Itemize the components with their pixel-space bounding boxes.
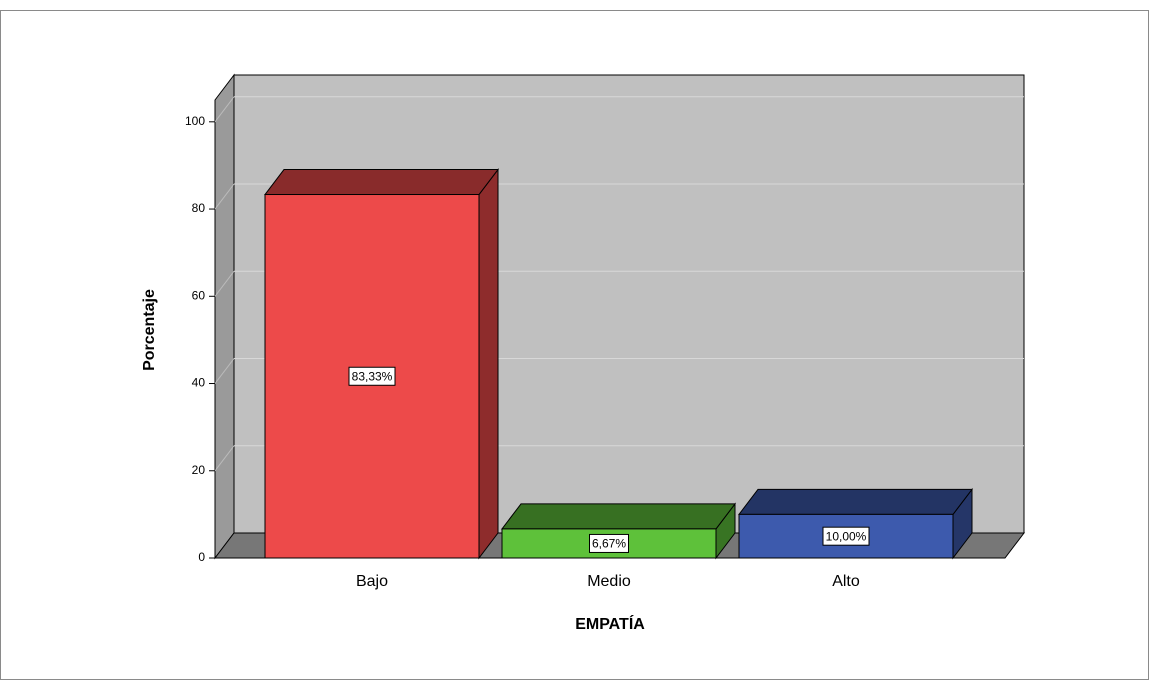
y-tick-label: 20 — [192, 463, 206, 477]
y-tick-label: 80 — [192, 201, 206, 215]
value-label-box — [822, 526, 870, 546]
value-label-box — [589, 533, 629, 553]
side-wall — [214, 73, 235, 560]
value-label: 10,00% — [826, 529, 867, 543]
grid-line — [214, 445, 235, 472]
y-tick-label: 40 — [192, 376, 206, 390]
y-tick-label: 0 — [198, 550, 205, 564]
value-label: 6,67% — [592, 537, 626, 551]
x-axis-title: EMPATÍA — [575, 614, 645, 633]
grid-line — [214, 96, 235, 123]
bar-top — [263, 169, 500, 196]
bars: 83,33% 6,67% 10,00% — [263, 168, 974, 560]
value-label: 83,33% — [352, 369, 393, 383]
value-label-box — [348, 366, 396, 386]
bar-top — [500, 503, 737, 530]
grid-line — [214, 358, 235, 384]
bar-top — [737, 488, 974, 515]
grid-line — [214, 270, 235, 297]
grid-line — [214, 183, 235, 210]
x-tick-label: Bajo — [356, 573, 388, 590]
y-axis-title: Porcentaje — [141, 289, 158, 371]
x-tick-label: Alto — [832, 573, 860, 590]
y-tick-label: 60 — [192, 288, 206, 302]
y-tick-label: 100 — [185, 114, 205, 128]
bar-side — [478, 168, 499, 560]
x-tick-label: Medio — [587, 573, 631, 590]
